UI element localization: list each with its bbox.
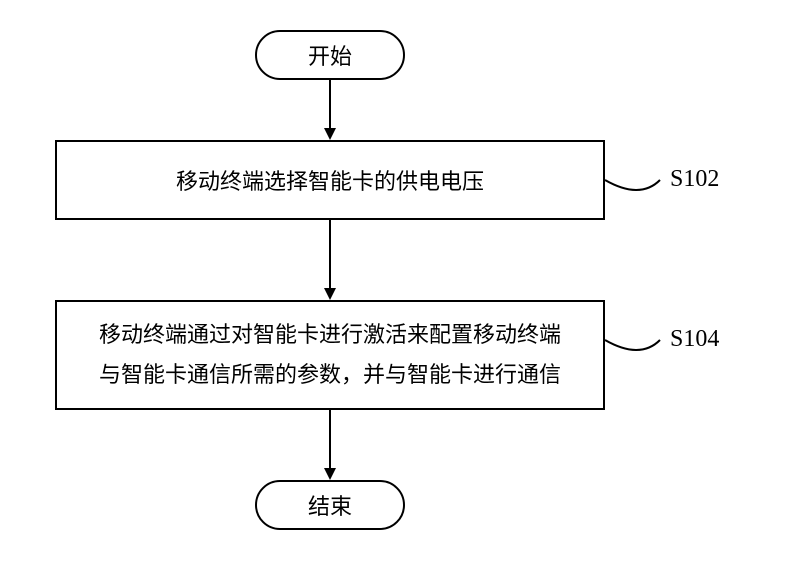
flowchart-canvas: 开始 移动终端选择智能卡的供电电压 S102 移动终端通过对智能卡进行激活来配置… <box>0 0 800 569</box>
arrow-s104-to-end <box>0 0 800 569</box>
end-node: 结束 <box>255 480 405 530</box>
end-label: 结束 <box>308 489 352 521</box>
